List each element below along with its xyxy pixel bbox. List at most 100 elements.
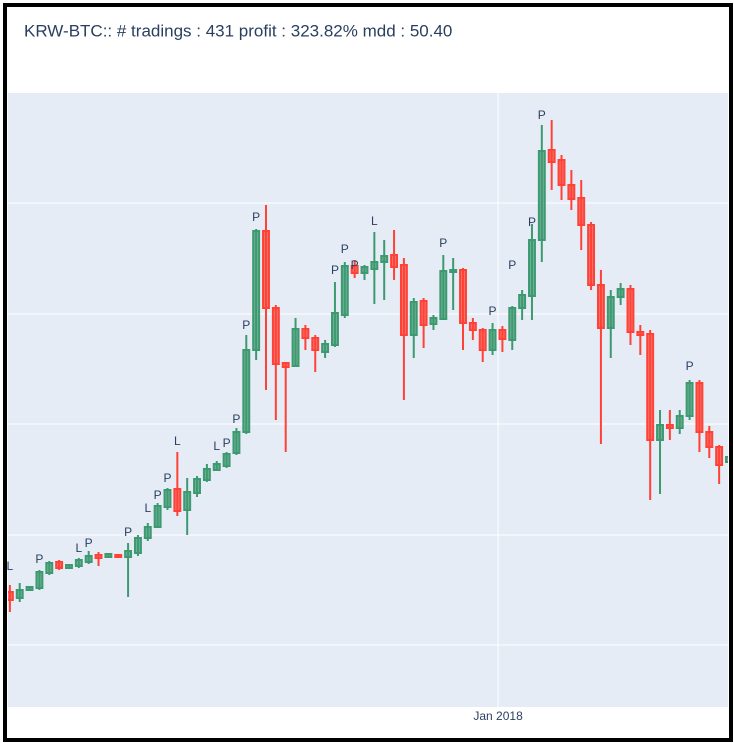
candle-body <box>577 197 586 226</box>
trade-annotation: P <box>85 536 93 550</box>
trade-annotation: L <box>7 559 14 573</box>
candle-body <box>626 288 635 333</box>
candle-body <box>321 343 330 353</box>
trade-annotation: P <box>242 318 250 332</box>
candle-body <box>311 337 320 351</box>
trade-annotation: L <box>75 541 82 555</box>
candle-body <box>0 590 3 596</box>
candle-body <box>567 184 576 200</box>
trade-annotation: P <box>154 488 162 502</box>
trade-annotation: P <box>351 258 359 272</box>
candle-body <box>301 328 310 339</box>
candle-body <box>439 270 448 320</box>
candle-body <box>498 329 507 340</box>
trade-annotation: P <box>331 263 339 277</box>
candle-body <box>518 294 527 309</box>
candle-body <box>143 526 152 539</box>
candle-body <box>222 453 231 467</box>
trade-annotation: L <box>174 434 181 448</box>
candle-body <box>685 382 694 417</box>
candle-body <box>360 266 369 274</box>
candle-body <box>232 431 241 454</box>
trade-annotation: P <box>124 525 132 539</box>
candle-body <box>104 553 113 558</box>
plot-background <box>8 93 728 707</box>
candle-body <box>94 554 103 559</box>
candle-body <box>242 349 251 433</box>
trade-annotation: L <box>213 439 220 453</box>
trade-annotation: L <box>144 501 151 515</box>
candle-body <box>725 456 728 463</box>
candle-body <box>55 561 64 569</box>
candle-body <box>449 269 458 273</box>
candle-body <box>587 224 596 286</box>
trade-annotation: L <box>371 214 378 228</box>
candle-body <box>350 265 359 274</box>
trade-annotation: P <box>252 210 260 224</box>
candle-body <box>468 322 477 331</box>
candle-body <box>45 562 54 574</box>
candle-body <box>25 586 34 591</box>
candle-body <box>537 150 546 241</box>
candle-body <box>124 550 133 558</box>
chart-title: KRW-BTC:: # tradings : 431 profit : 323.… <box>24 21 452 40</box>
candle-body <box>596 284 605 329</box>
candle-body <box>370 261 379 270</box>
candle-body <box>74 559 83 567</box>
candle-body <box>429 317 438 325</box>
trade-annotation: P <box>508 258 516 272</box>
candle-body <box>646 333 655 441</box>
candle-body <box>419 300 428 326</box>
candle-body <box>133 537 142 554</box>
candle-body <box>409 301 418 336</box>
trade-annotation: P <box>439 236 447 250</box>
candles <box>0 120 728 612</box>
x-tick-label: Jan 2018 <box>473 709 523 723</box>
candle-body <box>508 307 517 341</box>
candle-body <box>212 463 221 471</box>
candle-body <box>330 312 339 346</box>
candle-body <box>390 254 399 268</box>
candle-body <box>606 296 615 329</box>
candle-body <box>173 488 182 512</box>
candle-body <box>665 424 674 429</box>
candle-body <box>281 362 290 368</box>
candle-body <box>459 269 467 324</box>
candle-body <box>153 505 162 528</box>
candle-body <box>15 589 24 599</box>
candle-body <box>271 307 280 365</box>
candle-body <box>547 149 556 163</box>
candle-body <box>636 331 645 336</box>
candle-body <box>163 489 172 508</box>
candle-body <box>715 446 724 466</box>
candle-body <box>340 265 349 316</box>
trade-annotation: P <box>223 436 231 450</box>
trade-annotation: P <box>489 304 497 318</box>
candle-body <box>675 415 684 429</box>
candle-body <box>193 478 201 494</box>
candle-body <box>84 555 93 563</box>
candle-body <box>616 288 625 298</box>
candle-body <box>656 424 664 441</box>
trade-annotation: P <box>163 471 171 485</box>
candle-body <box>65 564 73 569</box>
candle-body <box>557 159 566 186</box>
candle-body <box>262 230 270 309</box>
candle-body <box>705 431 714 448</box>
trade-annotation: P <box>35 552 43 566</box>
candle-body <box>8 591 14 601</box>
candle-body <box>528 239 536 297</box>
candle-body <box>291 328 300 367</box>
trade-annotation: P <box>538 108 546 122</box>
candle-body <box>35 571 44 589</box>
candle-body <box>478 329 487 351</box>
trade-annotation: P <box>686 359 694 373</box>
trade-annotation: P <box>232 412 240 426</box>
candle-body <box>183 491 192 511</box>
candle-body <box>114 554 123 558</box>
frame <box>3 3 733 742</box>
candle-body <box>399 264 408 336</box>
trade-annotation: P <box>528 215 536 229</box>
